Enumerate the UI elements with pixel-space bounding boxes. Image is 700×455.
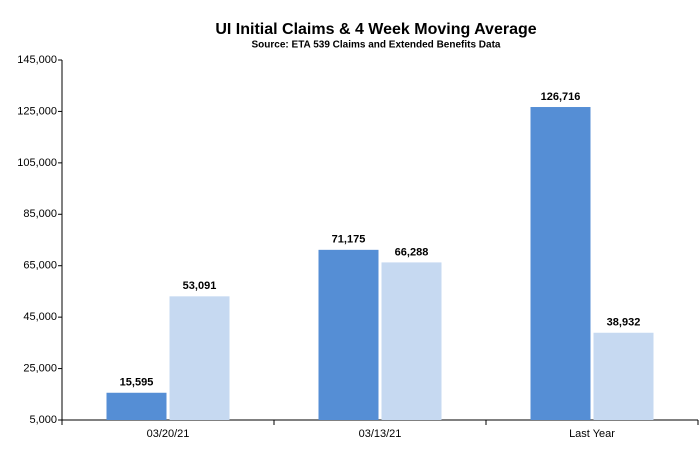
bar — [530, 107, 591, 421]
y-tick-label: 85,000 — [23, 208, 57, 220]
chart-subtitle: Source: ETA 539 Claims and Extended Bene… — [252, 40, 501, 51]
y-tick-label: 125,000 — [17, 105, 57, 117]
bar — [381, 262, 442, 420]
y-tick-label: 45,000 — [23, 311, 57, 323]
x-tick-label: 03/20/21 — [147, 428, 190, 440]
x-tick-label: Last Year — [569, 428, 615, 440]
bar — [593, 332, 654, 420]
value-label: 53,091 — [183, 280, 217, 292]
y-tick-label: 25,000 — [23, 362, 57, 374]
bar — [169, 296, 230, 420]
y-tick-label: 5,000 — [29, 414, 57, 426]
value-label: 66,288 — [395, 246, 429, 258]
y-tick-label: 105,000 — [17, 157, 57, 169]
bar — [318, 249, 379, 420]
bar — [106, 392, 167, 420]
value-label: 38,932 — [607, 317, 641, 329]
value-label: 15,595 — [120, 377, 154, 389]
value-label: 71,175 — [332, 234, 366, 246]
y-tick-label: 65,000 — [23, 260, 57, 272]
value-label: 126,716 — [541, 91, 581, 103]
x-tick-label: 03/13/21 — [359, 428, 402, 440]
chart-title: UI Initial Claims & 4 Week Moving Averag… — [215, 21, 536, 38]
y-tick-label: 145,000 — [17, 54, 57, 66]
